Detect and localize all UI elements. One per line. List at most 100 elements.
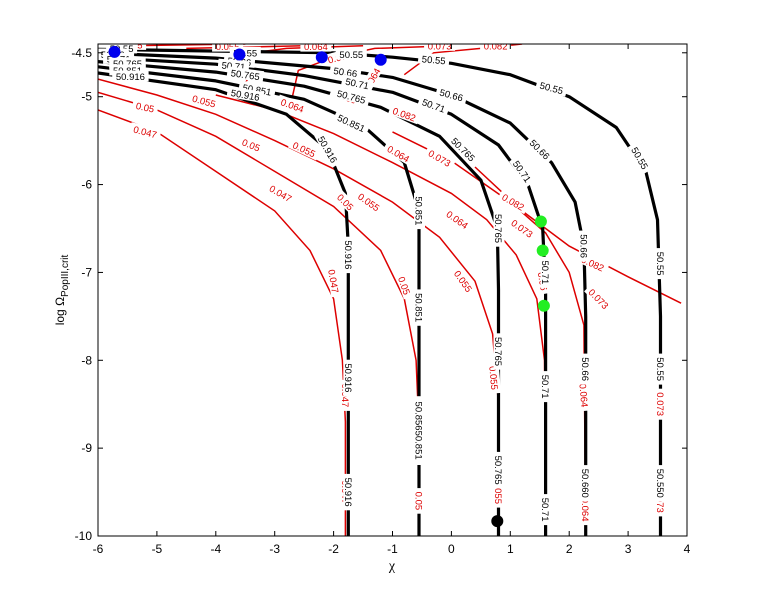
black-contour-label-bg <box>414 289 425 326</box>
black-contour-label-bg <box>414 396 425 466</box>
red-contour-label-text: 0.073 <box>654 392 665 416</box>
black-contour-label-text: 50.85650.851 <box>413 402 424 460</box>
black-contour-label: 50.765 <box>226 66 265 83</box>
x-tick-label: 0 <box>448 542 455 556</box>
x-tick-label: 4 <box>684 542 691 556</box>
y-axis-label: log ΩPopIII,crit <box>53 255 71 326</box>
red-contour-label-bg <box>300 44 332 52</box>
red-contour-label-bg <box>423 145 457 171</box>
black-contour-label: 50.916 <box>342 473 355 511</box>
black-contour-label-text: 50.71 <box>539 498 550 522</box>
black-contour-label-bg <box>655 465 667 502</box>
black-contour-label-text: 50.71 <box>539 261 550 285</box>
red-contour-label: 0.05 <box>131 98 159 116</box>
black-contour-label-bg <box>525 134 556 164</box>
black-contour-label: 50.55 <box>335 48 367 61</box>
red-contour-label: 0.064 <box>579 494 592 526</box>
red-contour-label-bg <box>325 264 343 298</box>
y-axis-label-sub: PopIII,crit <box>60 255 71 297</box>
black-contour-label-bg <box>493 451 505 489</box>
red-contour-label-text: 0.055 <box>492 480 503 504</box>
black-contour-label-text: 50.660 <box>579 469 590 498</box>
y-tick-label: -8 <box>81 353 92 367</box>
y-tick-label: -6 <box>81 178 92 192</box>
y-axis-label-main: log Ω <box>53 297 67 325</box>
red-contour-label: 0.05 <box>413 488 425 514</box>
x-tick-label: -1 <box>387 542 398 556</box>
x-tick-label: 2 <box>566 542 573 556</box>
black-contour-label-text: 50.916 <box>342 240 353 269</box>
black-contour-label: 50.765 <box>492 333 505 370</box>
black-contour-label-bg <box>314 130 342 168</box>
red-contour-label: 0.064 <box>300 44 332 53</box>
red-contour-label-text: 0.055 <box>486 366 499 391</box>
x-tick-label: 3 <box>625 542 632 556</box>
black-contour-label-bg <box>414 192 425 230</box>
y-tick-label: -10 <box>75 529 93 543</box>
red-contour-label-text: 0.05 <box>413 492 424 511</box>
black-contour-label-bg <box>335 48 367 60</box>
black-contour-label: 50.85650.851 <box>413 396 425 466</box>
black-contour-label-text: 50.66 <box>579 357 590 381</box>
black-contour-label-bg <box>109 64 146 76</box>
black-contour-50.66 <box>98 51 588 536</box>
red-contour-label-bg <box>276 94 310 116</box>
red-contour-label-bg <box>264 180 298 206</box>
black-contour-label: 50.66 <box>577 230 590 262</box>
black-contour-label-text: 50.851 <box>413 293 424 322</box>
x-tick-label: -6 <box>93 542 104 556</box>
black-contour-label: 50.550 <box>654 465 667 502</box>
red-contour-label-bg <box>450 265 478 297</box>
black-contour-label-bg <box>627 141 653 175</box>
black-contour-label: 50.55 <box>654 248 667 280</box>
black-contour-label-text: 50.765 <box>492 337 503 366</box>
red-contour-label: 0.073 <box>424 44 456 52</box>
red-contour-label-bg <box>424 44 456 51</box>
black-contour-label: 50.55 <box>417 52 450 67</box>
y-axis-ticks: -4.5 -5 -6 -7 -8 -9 -10 <box>71 46 687 543</box>
black-contour-label: 50.916 <box>342 359 355 397</box>
black-contour-label-bg <box>343 359 355 397</box>
black-contour-label-bg <box>493 333 505 370</box>
black-contour-label-bg <box>226 85 265 104</box>
black-contour-label-bg <box>226 66 265 83</box>
red-contour-label-bg <box>237 134 266 155</box>
red-contour-label-text: 0.064 <box>579 498 590 522</box>
blue-point <box>233 48 246 61</box>
black-contour-label-bg <box>655 248 667 280</box>
black-contour-label: 50.916 <box>226 85 265 104</box>
red-contour-label-bg <box>584 283 614 314</box>
black-contour-label-bg <box>578 230 590 262</box>
red-contour-labels: 0.05 0.055 0.064 0.073 0.073 0.082 0.064 0.064 0… <box>120 44 667 526</box>
black-contour-label-bg <box>580 353 592 385</box>
red-contour-label-bg <box>287 137 321 161</box>
x-tick-label: 1 <box>507 542 514 556</box>
black-contour-label-text: 50.55 <box>339 50 363 61</box>
black-contour-label: 50.916 <box>342 236 355 274</box>
x-tick-label: -4 <box>210 542 221 556</box>
black-contour-label-bg <box>540 256 552 288</box>
black-contour-label-bg <box>109 57 146 69</box>
black-contour-label: 50.71 <box>539 371 552 403</box>
red-contour-label-bg <box>655 388 667 420</box>
black-contour-label-bg <box>329 64 362 80</box>
black-contour-label: 50.765 <box>109 57 146 70</box>
black-contour-label-bg <box>580 465 592 502</box>
black-contour-label-bg <box>435 85 468 104</box>
black-contour-label-text: 50.765 <box>492 456 503 485</box>
green-point <box>536 244 549 257</box>
red-contour-label-bg <box>131 98 159 115</box>
red-contour-label-bg <box>497 189 530 215</box>
red-contour-label-bg <box>212 44 244 52</box>
black-contour-label-bg <box>332 86 371 107</box>
red-contour-label-bg <box>480 44 512 51</box>
red-contour-label: 0.047 <box>325 264 343 298</box>
red-contour-label: 0.055 <box>486 361 502 394</box>
y-tick-label: -7 <box>81 265 92 279</box>
x-tick-label: -5 <box>152 542 163 556</box>
red-contour-label-bg <box>441 205 474 233</box>
black-point <box>491 515 504 528</box>
red-contour-label-bg <box>580 494 592 526</box>
black-contour-label-text: 50.916 <box>342 478 353 507</box>
